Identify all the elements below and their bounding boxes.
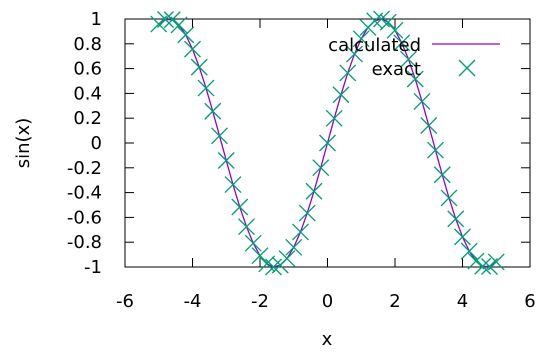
data-point-exact <box>400 50 417 68</box>
data-point-exact <box>184 40 201 58</box>
data-point-exact <box>163 11 181 29</box>
x-tick-label: -4 <box>184 291 202 312</box>
data-point-exact <box>413 93 431 110</box>
x-tick-label: -6 <box>116 291 134 312</box>
data-point-exact <box>325 109 343 127</box>
legend-label-calculated: calculated <box>328 35 421 56</box>
data-point-exact <box>217 152 235 169</box>
y-tick-label: -1 <box>84 257 102 278</box>
y-tick-label: 0.2 <box>73 108 102 129</box>
legend-label-exact: exact <box>372 59 421 80</box>
data-point-exact <box>319 134 336 152</box>
data-point-exact <box>440 189 458 207</box>
data-point-exact <box>427 141 444 159</box>
data-point-exact <box>197 79 215 97</box>
data-point-exact <box>204 102 222 120</box>
data-point-exact <box>346 45 363 63</box>
data-point-exact <box>305 182 323 200</box>
y-tick-label: 1 <box>91 9 102 30</box>
data-point-exact <box>157 11 174 28</box>
data-point-exact <box>211 127 228 145</box>
data-point-exact <box>170 16 188 34</box>
data-point-exact <box>379 13 397 31</box>
y-tick-label: -0.6 <box>67 207 102 228</box>
x-axis-label: x <box>322 329 333 349</box>
legend: calculated exact <box>328 35 500 80</box>
y-axis-label: sin(x) <box>13 118 34 168</box>
legend-marker-exact <box>458 59 476 77</box>
y-tick-label: -0.8 <box>67 232 102 253</box>
y-tick-label: -0.2 <box>67 158 102 179</box>
x-tick-label: 2 <box>389 291 400 312</box>
data-point-exact <box>312 159 330 177</box>
data-point-exact <box>447 210 465 228</box>
data-point-exact <box>339 64 357 82</box>
data-point-exact <box>393 34 411 52</box>
y-tick-label: -0.4 <box>67 183 102 204</box>
data-point-exact <box>406 70 424 88</box>
data-point-exact <box>224 176 242 193</box>
x-tick-label: 6 <box>524 291 535 312</box>
data-point-exact <box>278 250 296 268</box>
axis-ticks: -6 -4 -2 0 2 4 6 1 0.8 0.6 0.4 0.2 0 -0.2 -0.4 -0.6 -0.8… <box>67 9 536 312</box>
data-point-exact <box>292 223 309 241</box>
data-point-exact <box>238 218 255 236</box>
data-point-exact <box>258 255 276 273</box>
series-layer <box>150 10 505 276</box>
y-tick-label: 0.4 <box>73 83 102 104</box>
data-point-exact <box>298 204 316 222</box>
x-tick-label: 4 <box>457 291 468 312</box>
x-tick-label: 0 <box>322 291 333 312</box>
x-tick-label: -2 <box>251 291 269 312</box>
data-point-exact <box>285 238 303 256</box>
data-point-exact <box>244 234 262 252</box>
data-point-exact <box>231 198 249 216</box>
data-point-exact <box>474 257 492 275</box>
data-point-exact <box>366 12 384 30</box>
data-point-exact <box>386 21 404 39</box>
data-point-exact <box>454 228 471 246</box>
y-tick-label: 0 <box>91 133 102 154</box>
data-point-exact <box>420 117 438 134</box>
data-point-exact <box>190 58 208 76</box>
data-point-exact <box>467 252 485 270</box>
data-point-exact <box>332 86 350 104</box>
y-tick-label: 0.6 <box>73 59 102 80</box>
data-point-exact <box>352 30 370 48</box>
data-point-exact <box>487 253 505 271</box>
data-point-exact <box>460 242 478 260</box>
data-point-exact <box>265 258 282 276</box>
data-point-exact <box>177 26 195 44</box>
data-point-exact <box>433 166 451 184</box>
data-point-exact <box>251 247 269 265</box>
y-tick-label: 0.8 <box>73 34 102 55</box>
